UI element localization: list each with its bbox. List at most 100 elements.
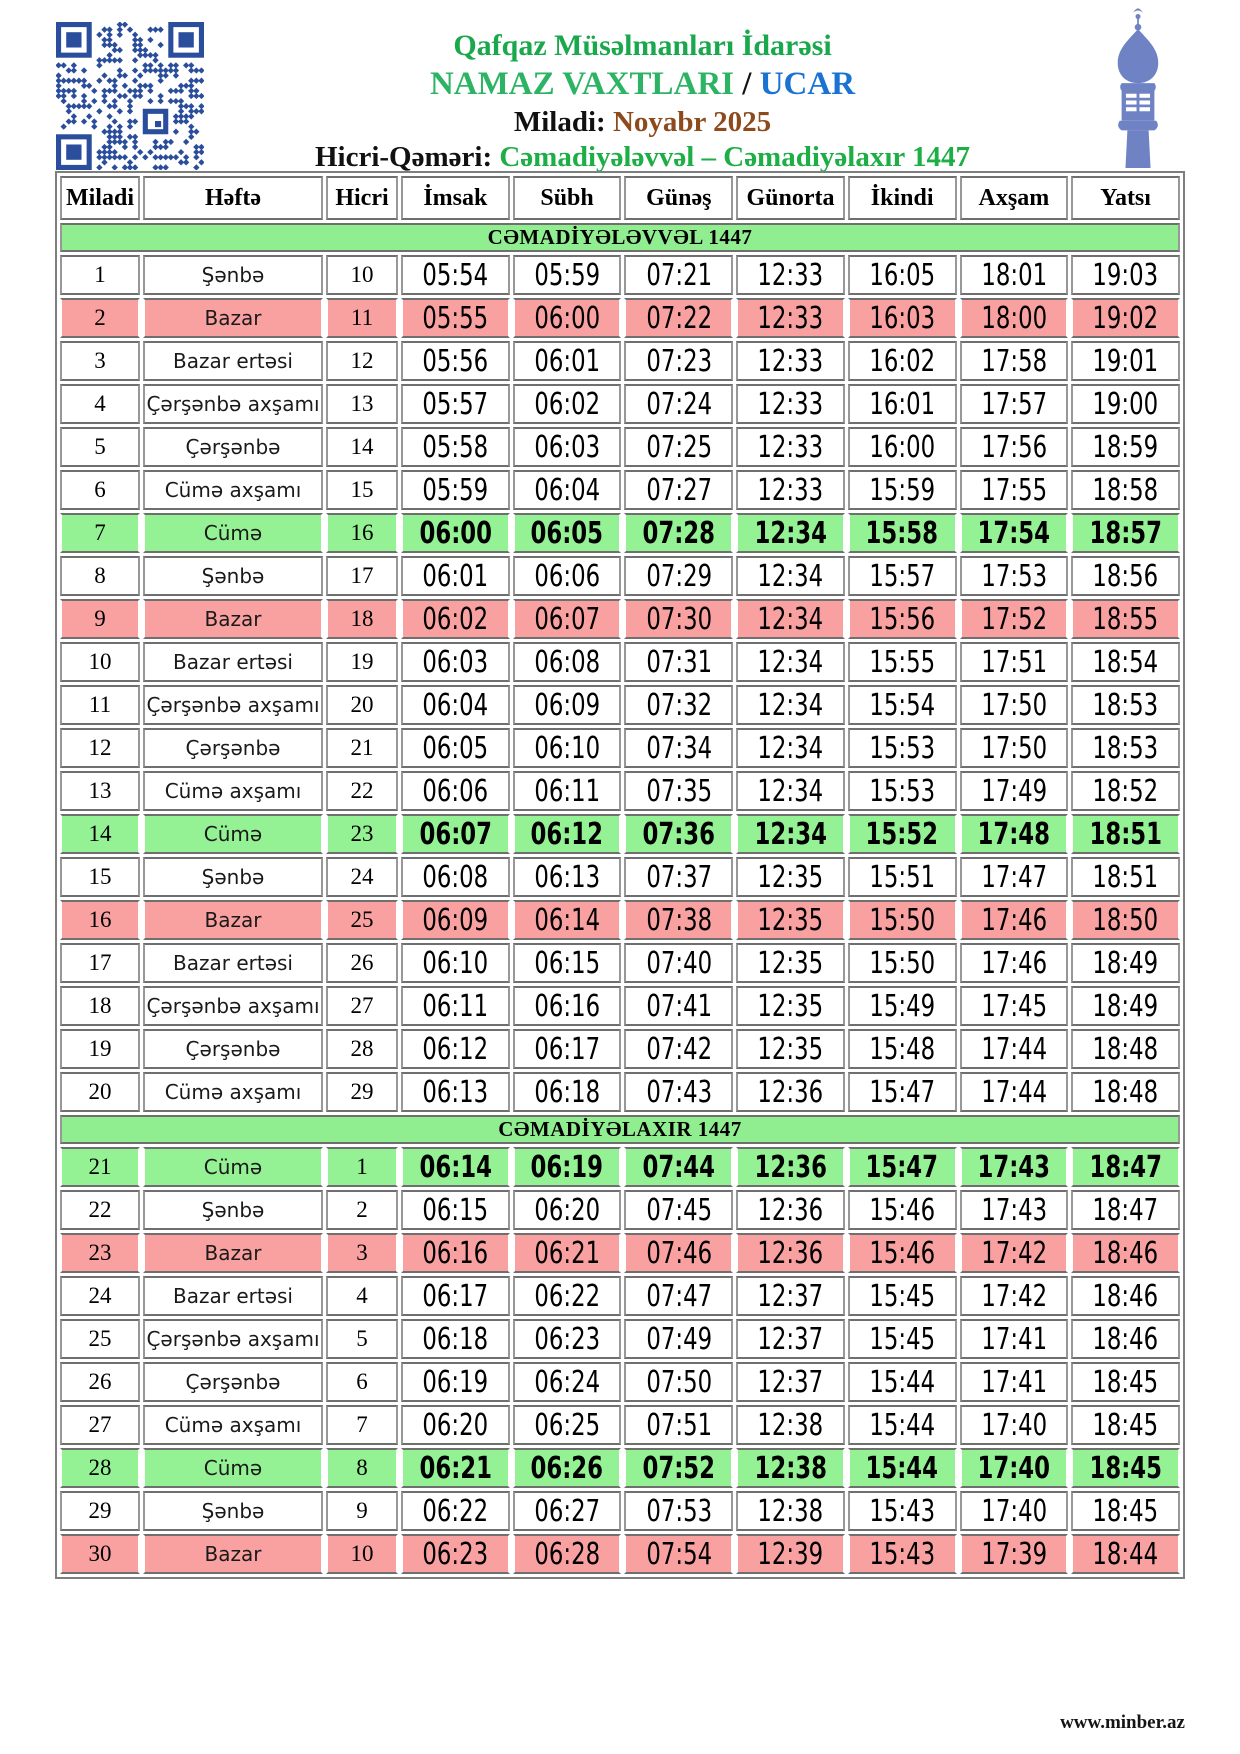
cell-weekday: Cümə [143, 1147, 323, 1187]
time-value: 06:11 [422, 988, 489, 1024]
cell-time: 06:07 [512, 599, 622, 639]
cell-hicri: 23 [326, 814, 398, 854]
cell-time: 15:44 [847, 1362, 957, 1402]
time-value: 15:43 [869, 1493, 936, 1529]
column-header: Günorta [736, 176, 845, 220]
table-row: 17 Bazar ertəsi 26 06:10 06:15 07:40 12:35 15:5… [60, 943, 1180, 983]
cell-time: 05:55 [401, 298, 510, 338]
cell-time: 18:48 [1071, 1072, 1180, 1112]
time-value: 06:17 [422, 1278, 489, 1314]
cell-time: 06:02 [401, 599, 510, 639]
cell-time: 07:36 [624, 814, 734, 854]
time-value: 16:03 [869, 300, 936, 336]
table-row: 7 Cümə 16 06:00 06:05 07:28 12:34 15:58 17:54 18:… [60, 513, 1180, 553]
time-value: 07:40 [645, 945, 712, 981]
cell-time: 07:37 [624, 857, 734, 897]
cell-time: 05:58 [401, 427, 510, 467]
time-value: 06:05 [422, 730, 489, 766]
gregorian-date-line: Miladi: Noyabr 2025 [210, 105, 1075, 139]
city-name: UCAR [759, 66, 856, 103]
cell-miladi: 17 [60, 943, 140, 983]
cell-time: 12:34 [736, 814, 845, 854]
time-value: 15:46 [869, 1235, 936, 1271]
cell-time: 06:08 [512, 642, 622, 682]
cell-hicri: 13 [326, 384, 398, 424]
cell-time: 15:44 [847, 1405, 957, 1445]
table-row: 2 Bazar 11 05:55 06:00 07:22 12:33 16:03 18:00 19… [60, 298, 1180, 338]
cell-time: 06:14 [512, 900, 622, 940]
cell-time: 07:35 [624, 771, 734, 811]
cell-time: 05:59 [401, 470, 510, 510]
cell-time: 12:36 [736, 1147, 845, 1187]
cell-time: 06:06 [401, 771, 510, 811]
cell-hicri: 28 [326, 1029, 398, 1069]
cell-hicri: 1 [326, 1147, 398, 1187]
title-block: Qafqaz Müsəlmanları İdarəsi NAMAZ VAXTLA… [210, 28, 1075, 174]
time-value: 07:43 [645, 1074, 712, 1110]
time-value: 17:44 [981, 1031, 1047, 1067]
hicri-value: Cəmadiyələvvəl – Cəmadiyəlaxır 1447 [499, 140, 970, 173]
time-value: 17:44 [981, 1074, 1047, 1110]
cell-time: 06:18 [401, 1319, 510, 1359]
time-value: 07:32 [645, 687, 712, 723]
cell-time: 15:51 [847, 857, 957, 897]
time-value: 06:13 [534, 859, 600, 895]
cell-hicri: 18 [326, 599, 398, 639]
time-value: 12:34 [757, 773, 824, 809]
cell-time: 06:15 [512, 943, 622, 983]
time-value: 12:36 [757, 1235, 824, 1271]
cell-time: 17:50 [959, 728, 1069, 768]
time-value: 06:12 [422, 1031, 489, 1067]
cell-weekday: Bazar [143, 298, 323, 338]
cell-time: 15:58 [847, 513, 957, 553]
cell-time: 06:17 [512, 1029, 622, 1069]
cell-hicri: 19 [326, 642, 398, 682]
cell-time: 15:50 [847, 943, 957, 983]
cell-time: 15:53 [847, 728, 957, 768]
time-value: 17:55 [981, 472, 1047, 508]
qr-code-icon [55, 21, 205, 171]
time-value: 16:01 [869, 386, 936, 422]
cell-time: 06:04 [401, 685, 510, 725]
time-value: 15:59 [869, 472, 936, 508]
table-row: 10 Bazar ertəsi 19 06:03 06:08 07:31 12:34 15:5… [60, 642, 1180, 682]
table-row: 11 Çərşənbə axşamı 20 06:04 06:09 07:32 12:34 1… [60, 685, 1180, 725]
time-value: 12:33 [757, 257, 824, 293]
column-header: Yatsı [1071, 176, 1180, 220]
cell-time: 18:55 [1071, 599, 1180, 639]
cell-time: 12:37 [736, 1362, 845, 1402]
cell-time: 06:27 [512, 1491, 622, 1531]
cell-time: 17:44 [959, 1029, 1069, 1069]
table-row: 5 Çərşənbə 14 05:58 06:03 07:25 12:33 16:00 17:5… [60, 427, 1180, 467]
cell-time: 12:33 [736, 384, 845, 424]
time-value: 07:28 [642, 515, 716, 551]
cell-time: 06:00 [401, 513, 510, 553]
cell-time: 16:00 [847, 427, 957, 467]
table-row: 12 Çərşənbə 21 06:05 06:10 07:34 12:34 15:53 17:… [60, 728, 1180, 768]
cell-time: 06:07 [401, 814, 510, 854]
cell-time: 07:44 [624, 1147, 734, 1187]
cell-time: 16:03 [847, 298, 957, 338]
cell-miladi: 11 [60, 685, 140, 725]
cell-time: 12:35 [736, 943, 845, 983]
time-value: 06:12 [530, 816, 604, 852]
column-header-row: Miladi Həftə Hicri İmsak Sübh Günəş Günorta İki… [60, 176, 1180, 220]
time-value: 07:38 [645, 902, 712, 938]
cell-time: 06:17 [401, 1276, 510, 1316]
cell-miladi: 4 [60, 384, 140, 424]
time-value: 17:40 [981, 1407, 1047, 1443]
cell-time: 05:59 [512, 255, 622, 295]
time-value: 15:47 [865, 1149, 939, 1185]
cell-time: 06:21 [512, 1233, 622, 1273]
prayer-table-head: Miladi Həftə Hicri İmsak Sübh Günəş Günorta İki… [60, 176, 1180, 220]
time-value: 17:43 [977, 1149, 1051, 1185]
cell-time: 07:53 [624, 1491, 734, 1531]
time-value: 06:09 [422, 902, 489, 938]
cell-time: 17:40 [959, 1448, 1069, 1488]
hicri-label: Hicri-Qəməri: [314, 140, 500, 173]
time-value: 17:57 [981, 386, 1047, 422]
time-value: 15:48 [869, 1031, 936, 1067]
cell-weekday: Şənbə [143, 1491, 323, 1531]
time-value: 07:25 [645, 429, 712, 465]
cell-miladi: 13 [60, 771, 140, 811]
